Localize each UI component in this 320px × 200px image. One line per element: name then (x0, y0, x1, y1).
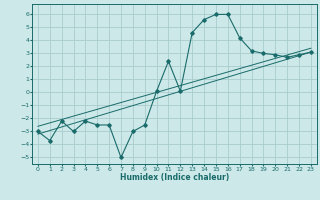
X-axis label: Humidex (Indice chaleur): Humidex (Indice chaleur) (120, 173, 229, 182)
